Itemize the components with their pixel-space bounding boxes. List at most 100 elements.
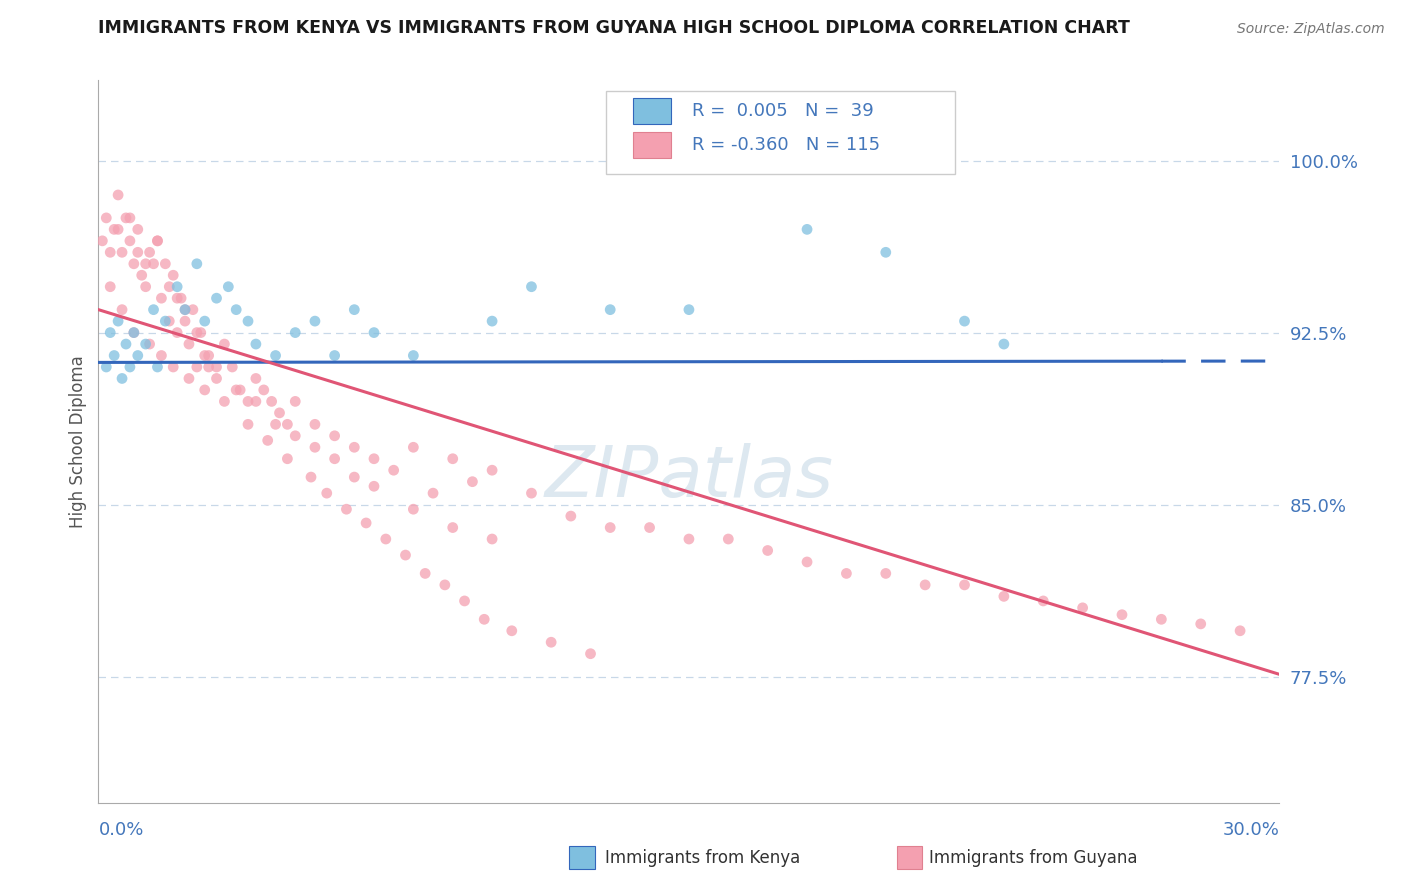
Point bbox=[520, 486, 543, 500]
Point bbox=[118, 359, 141, 374]
Point bbox=[363, 479, 385, 493]
Point bbox=[131, 268, 153, 283]
Point bbox=[225, 302, 247, 317]
Point bbox=[453, 594, 475, 608]
Text: Immigrants from Guyana: Immigrants from Guyana bbox=[929, 849, 1137, 867]
Point bbox=[993, 337, 1015, 351]
Point bbox=[1111, 607, 1133, 622]
Point bbox=[118, 234, 141, 248]
Point bbox=[146, 359, 169, 374]
Point bbox=[343, 440, 366, 454]
Point bbox=[221, 359, 243, 374]
Point bbox=[111, 245, 134, 260]
Point bbox=[127, 245, 149, 260]
Point bbox=[107, 188, 129, 202]
Point bbox=[284, 429, 307, 443]
Point bbox=[155, 314, 177, 328]
Point bbox=[343, 470, 366, 484]
Point bbox=[441, 520, 464, 534]
Point bbox=[181, 302, 204, 317]
Point bbox=[323, 349, 346, 363]
FancyBboxPatch shape bbox=[634, 132, 671, 158]
Point bbox=[678, 532, 700, 546]
Point bbox=[142, 257, 165, 271]
Point bbox=[433, 578, 456, 592]
Point bbox=[115, 211, 138, 225]
Point bbox=[236, 394, 259, 409]
Point bbox=[260, 394, 283, 409]
Point bbox=[382, 463, 405, 477]
Point bbox=[205, 291, 228, 305]
Point bbox=[103, 222, 125, 236]
Point bbox=[174, 314, 197, 328]
Point bbox=[422, 486, 444, 500]
Point bbox=[96, 211, 118, 225]
Point bbox=[299, 470, 322, 484]
Text: 30.0%: 30.0% bbox=[1223, 822, 1279, 839]
Point bbox=[146, 234, 169, 248]
Point bbox=[103, 349, 125, 363]
Point bbox=[146, 234, 169, 248]
Text: Source: ZipAtlas.com: Source: ZipAtlas.com bbox=[1237, 22, 1385, 37]
Point bbox=[135, 337, 157, 351]
Point bbox=[363, 451, 385, 466]
Point bbox=[214, 394, 236, 409]
Point bbox=[402, 349, 425, 363]
Point bbox=[98, 326, 121, 340]
Point bbox=[186, 257, 208, 271]
Point bbox=[638, 520, 661, 534]
Point bbox=[441, 451, 464, 466]
Point bbox=[245, 337, 267, 351]
Point bbox=[560, 509, 582, 524]
Point bbox=[1189, 616, 1212, 631]
Point bbox=[162, 268, 184, 283]
Point bbox=[177, 371, 200, 385]
Point bbox=[835, 566, 858, 581]
Point bbox=[155, 257, 177, 271]
Point bbox=[363, 326, 385, 340]
Point bbox=[236, 314, 259, 328]
Point bbox=[186, 359, 208, 374]
Point bbox=[177, 337, 200, 351]
Point bbox=[135, 279, 157, 293]
Point bbox=[1032, 594, 1054, 608]
Point bbox=[166, 291, 188, 305]
Point bbox=[335, 502, 357, 516]
Point bbox=[194, 349, 217, 363]
Point bbox=[150, 349, 173, 363]
Point bbox=[205, 371, 228, 385]
Point bbox=[229, 383, 252, 397]
Point bbox=[157, 279, 180, 293]
Point bbox=[115, 337, 138, 351]
Point bbox=[461, 475, 484, 489]
Point bbox=[111, 302, 134, 317]
Point bbox=[953, 314, 976, 328]
Point bbox=[717, 532, 740, 546]
Point bbox=[323, 429, 346, 443]
Point bbox=[194, 314, 217, 328]
Point bbox=[402, 502, 425, 516]
FancyBboxPatch shape bbox=[606, 91, 955, 174]
Point bbox=[98, 279, 121, 293]
Point bbox=[796, 222, 818, 236]
Point bbox=[394, 548, 416, 562]
Y-axis label: High School Diploma: High School Diploma bbox=[69, 355, 87, 528]
Point bbox=[122, 257, 145, 271]
Point bbox=[796, 555, 818, 569]
Point bbox=[284, 394, 307, 409]
Point bbox=[284, 326, 307, 340]
Point bbox=[953, 578, 976, 592]
Point bbox=[599, 302, 621, 317]
Point bbox=[264, 417, 287, 432]
Point bbox=[481, 532, 503, 546]
Text: R =  0.005   N =  39: R = 0.005 N = 39 bbox=[693, 102, 875, 120]
Point bbox=[756, 543, 779, 558]
Point bbox=[91, 234, 114, 248]
Point bbox=[150, 291, 173, 305]
Point bbox=[579, 647, 602, 661]
Point bbox=[138, 245, 160, 260]
Point bbox=[413, 566, 436, 581]
Point bbox=[245, 371, 267, 385]
Point bbox=[96, 359, 118, 374]
Point bbox=[142, 302, 165, 317]
